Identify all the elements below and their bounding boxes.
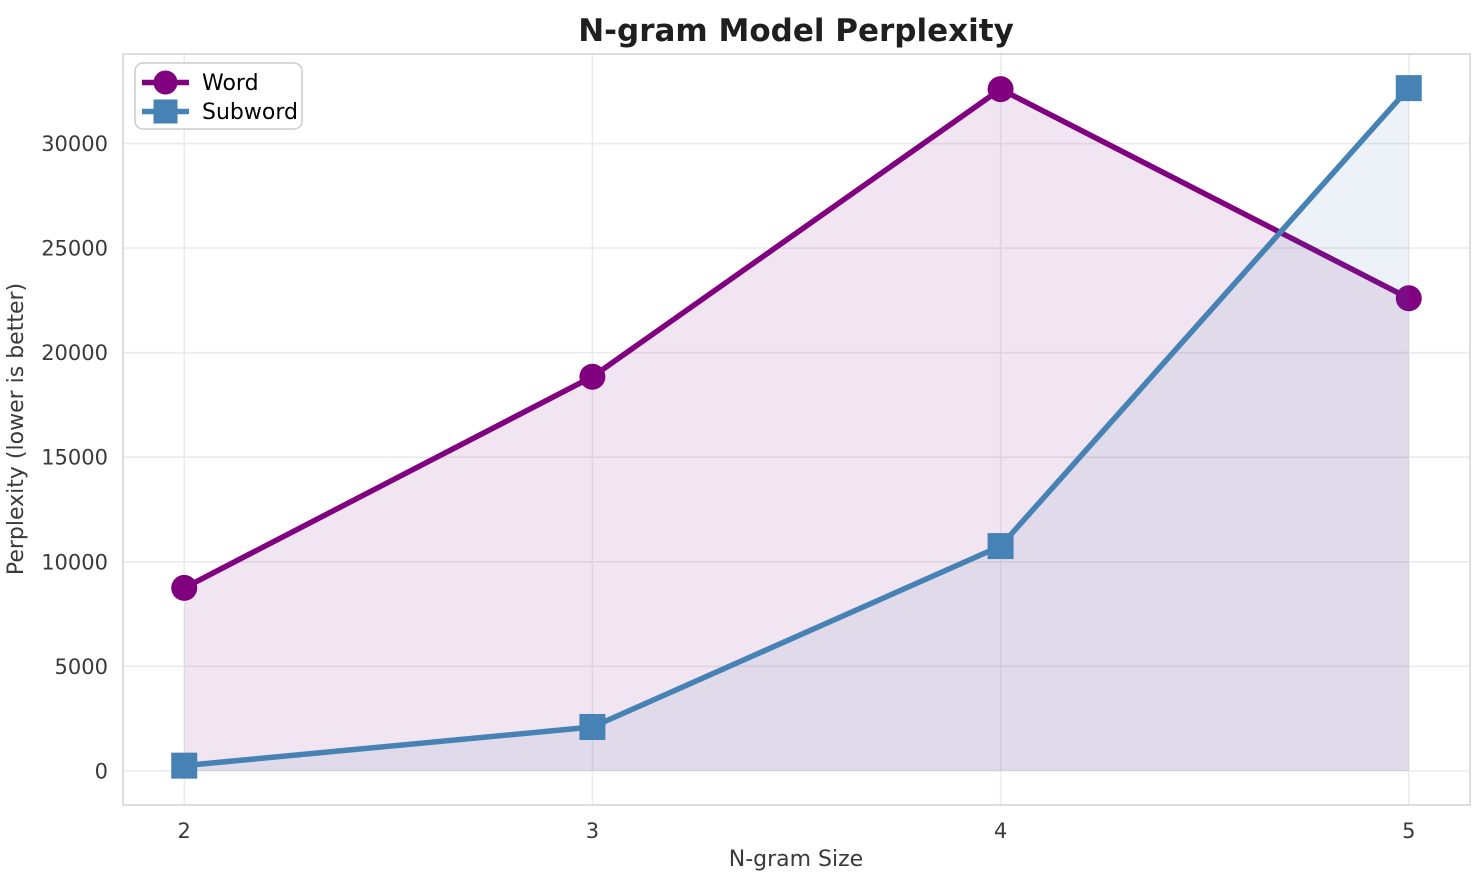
subword-marker — [171, 752, 198, 779]
y-tick-labels: 0 5000 10000 15000 20000 25000 30000 — [41, 132, 108, 783]
y-tick-label: 0 — [95, 759, 108, 783]
word-line — [182, 86, 1411, 591]
x-tick-label: 2 — [178, 819, 191, 843]
legend: Word Subword — [134, 62, 303, 130]
x-tick-label: 5 — [1402, 819, 1415, 843]
series-layer — [171, 75, 1422, 779]
x-tick-label: 4 — [994, 819, 1007, 843]
grid-layer — [123, 54, 1470, 805]
subword-marker — [987, 533, 1014, 560]
y-tick-label: 20000 — [41, 341, 108, 365]
subword-line — [183, 86, 1411, 769]
y-tick-label: 25000 — [41, 237, 108, 261]
plot-spine-box — [122, 53, 1471, 806]
y-tick-label: 5000 — [55, 655, 108, 679]
legend-marker-subword — [142, 99, 189, 124]
x-tick-labels: 2 3 4 5 — [178, 819, 1416, 843]
y-axis-label: Perplexity (lower is better) — [4, 283, 29, 575]
word-marker — [1395, 285, 1422, 312]
x-tick-label: 3 — [586, 819, 599, 843]
y-tick-label: 10000 — [41, 550, 108, 574]
subword-area-fill — [184, 88, 1409, 771]
x-axis-label: N-gram Size — [729, 847, 863, 872]
subword-marker — [1395, 75, 1422, 102]
word-marker — [579, 363, 606, 390]
legend-marker-word — [142, 70, 189, 95]
y-tick-label: 15000 — [41, 446, 108, 470]
chart-title: N-gram Model Perplexity — [578, 13, 1014, 49]
word-area-fill — [184, 89, 1409, 771]
legend-label-subword: Subword — [202, 100, 298, 125]
y-tick-label: 30000 — [41, 132, 108, 156]
word-marker — [987, 76, 1014, 103]
legend-label-word: Word — [202, 71, 259, 96]
subword-marker — [579, 713, 606, 740]
word-legend-marker — [153, 70, 178, 95]
word-marker — [171, 574, 198, 601]
subword-legend-marker — [153, 99, 178, 124]
